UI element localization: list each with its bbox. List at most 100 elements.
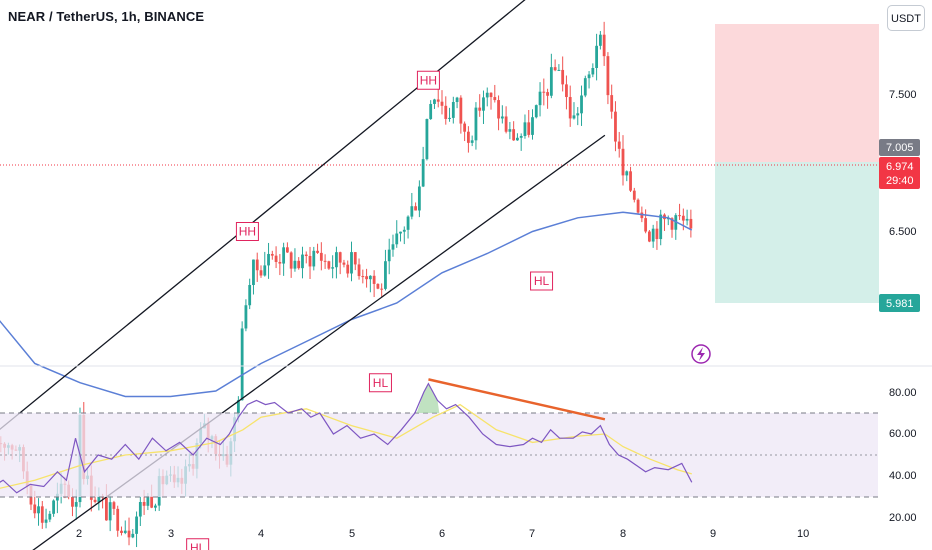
- risk-zone: [715, 24, 879, 162]
- bullish-candle: [595, 45, 599, 69]
- bullish-candle: [391, 244, 395, 250]
- bullish-candle: [500, 116, 504, 119]
- bullish-candle: [263, 265, 267, 276]
- bearish-candle: [289, 252, 293, 269]
- bearish-candle: [636, 199, 640, 213]
- bullish-candle: [580, 95, 583, 114]
- bearish-candle: [610, 95, 614, 112]
- higher-low-label[interactable]: HL: [368, 373, 392, 393]
- bullish-candle: [108, 502, 112, 521]
- time-tick: 9: [710, 528, 716, 540]
- bearish-candle: [568, 97, 572, 119]
- bullish-candle: [625, 171, 629, 176]
- channel-lower-line[interactable]: [0, 134, 606, 550]
- bullish-candle: [44, 519, 48, 523]
- bearish-candle: [285, 247, 289, 253]
- currency-button[interactable]: USDT: [887, 5, 925, 31]
- bullish-candle: [508, 129, 512, 132]
- bearish-candle: [365, 276, 368, 280]
- bearish-candle: [142, 502, 146, 506]
- bearish-candle: [270, 253, 274, 256]
- bullish-candle: [417, 186, 421, 211]
- bearish-candle: [504, 116, 508, 132]
- current-price-value: 6.974: [886, 161, 914, 173]
- bearish-candle: [116, 508, 120, 531]
- bullish-candle: [331, 267, 335, 269]
- rsi-overbought-fill: [416, 383, 440, 413]
- rsi-ma-line: [0, 403, 692, 489]
- bullish-candle: [448, 117, 451, 119]
- bearish-candle: [376, 283, 380, 289]
- ma-price-tag: 7.005: [879, 139, 920, 156]
- bullish-candle: [685, 218, 689, 221]
- bearish-candle: [316, 250, 319, 253]
- higher-low-label[interactable]: HL: [530, 271, 554, 291]
- rsi-pane: [0, 378, 878, 498]
- bullish-candle: [123, 530, 127, 533]
- bearish-candle: [120, 530, 123, 533]
- price-axis[interactable]: 7.500 6.500: [889, 89, 917, 238]
- divergence-line[interactable]: [428, 378, 606, 421]
- stop-target-value: 5.981: [886, 298, 914, 310]
- bullish-candle: [534, 105, 538, 118]
- time-axis[interactable]: 2 3 4 5 6 7 8 9 10: [76, 528, 809, 540]
- bullish-candle: [455, 97, 459, 103]
- swing-labels: HHHHHHHLHLHL: [186, 70, 554, 550]
- bearish-candle: [104, 497, 108, 521]
- bearish-candle: [127, 530, 131, 538]
- bullish-candle: [470, 140, 474, 143]
- bullish-candle: [301, 254, 304, 269]
- bullish-candle: [48, 513, 52, 520]
- bearish-candle: [346, 264, 350, 274]
- higher-high-label[interactable]: HH: [416, 70, 440, 90]
- bearish-candle: [436, 99, 440, 102]
- higher-high-label[interactable]: HH: [235, 222, 259, 241]
- stop-target-tag: 5.981: [879, 294, 920, 312]
- bullish-candle: [267, 253, 270, 266]
- rsi-tick: 40.00: [889, 470, 917, 482]
- bearish-candle: [33, 504, 37, 514]
- bearish-candle: [274, 255, 278, 262]
- lightning-icon[interactable]: [691, 344, 711, 364]
- bullish-candle: [312, 250, 316, 267]
- bearish-candle: [565, 84, 568, 98]
- bearish-candle: [338, 252, 342, 263]
- bullish-candle: [429, 103, 433, 120]
- bearish-candle: [689, 218, 693, 229]
- bearish-candle: [308, 256, 312, 267]
- bearish-candle: [647, 231, 651, 242]
- bearish-candle: [150, 496, 154, 508]
- rsi-axis[interactable]: 80.00 60.00 40.00 20.00: [889, 387, 917, 524]
- bullish-candle: [387, 249, 391, 262]
- swing-label-text: HL: [373, 376, 389, 390]
- time-tick: 3: [168, 528, 174, 540]
- bullish-candle: [519, 136, 523, 138]
- bullish-candle: [395, 233, 399, 245]
- bearish-candle: [493, 97, 497, 101]
- bearish-candle: [259, 270, 263, 276]
- bullish-candle: [598, 34, 602, 46]
- bullish-candle: [587, 74, 591, 79]
- bearish-candle: [353, 252, 357, 265]
- bullish-candle: [516, 137, 519, 141]
- bullish-candle: [350, 252, 353, 274]
- higher-low-label[interactable]: HL: [186, 538, 210, 550]
- bullish-candle: [451, 102, 455, 118]
- bullish-candle: [666, 218, 670, 220]
- time-tick: 10: [797, 528, 809, 540]
- bullish-candle: [474, 107, 478, 141]
- bearish-candle: [553, 67, 557, 71]
- bullish-candle: [659, 214, 663, 240]
- bullish-candle: [557, 69, 561, 71]
- bearish-candle: [444, 105, 448, 119]
- bullish-candle: [293, 260, 297, 269]
- bullish-candle: [97, 496, 101, 502]
- bearish-candle: [357, 264, 361, 277]
- candle-countdown: 29:40: [886, 175, 914, 187]
- bearish-candle: [466, 131, 470, 143]
- bearish-candle: [414, 206, 418, 211]
- price-pane: HHHHHHHLHLHL: [0, 0, 879, 550]
- bearish-candle: [40, 506, 44, 523]
- channel-upper-line[interactable]: [0, 0, 578, 438]
